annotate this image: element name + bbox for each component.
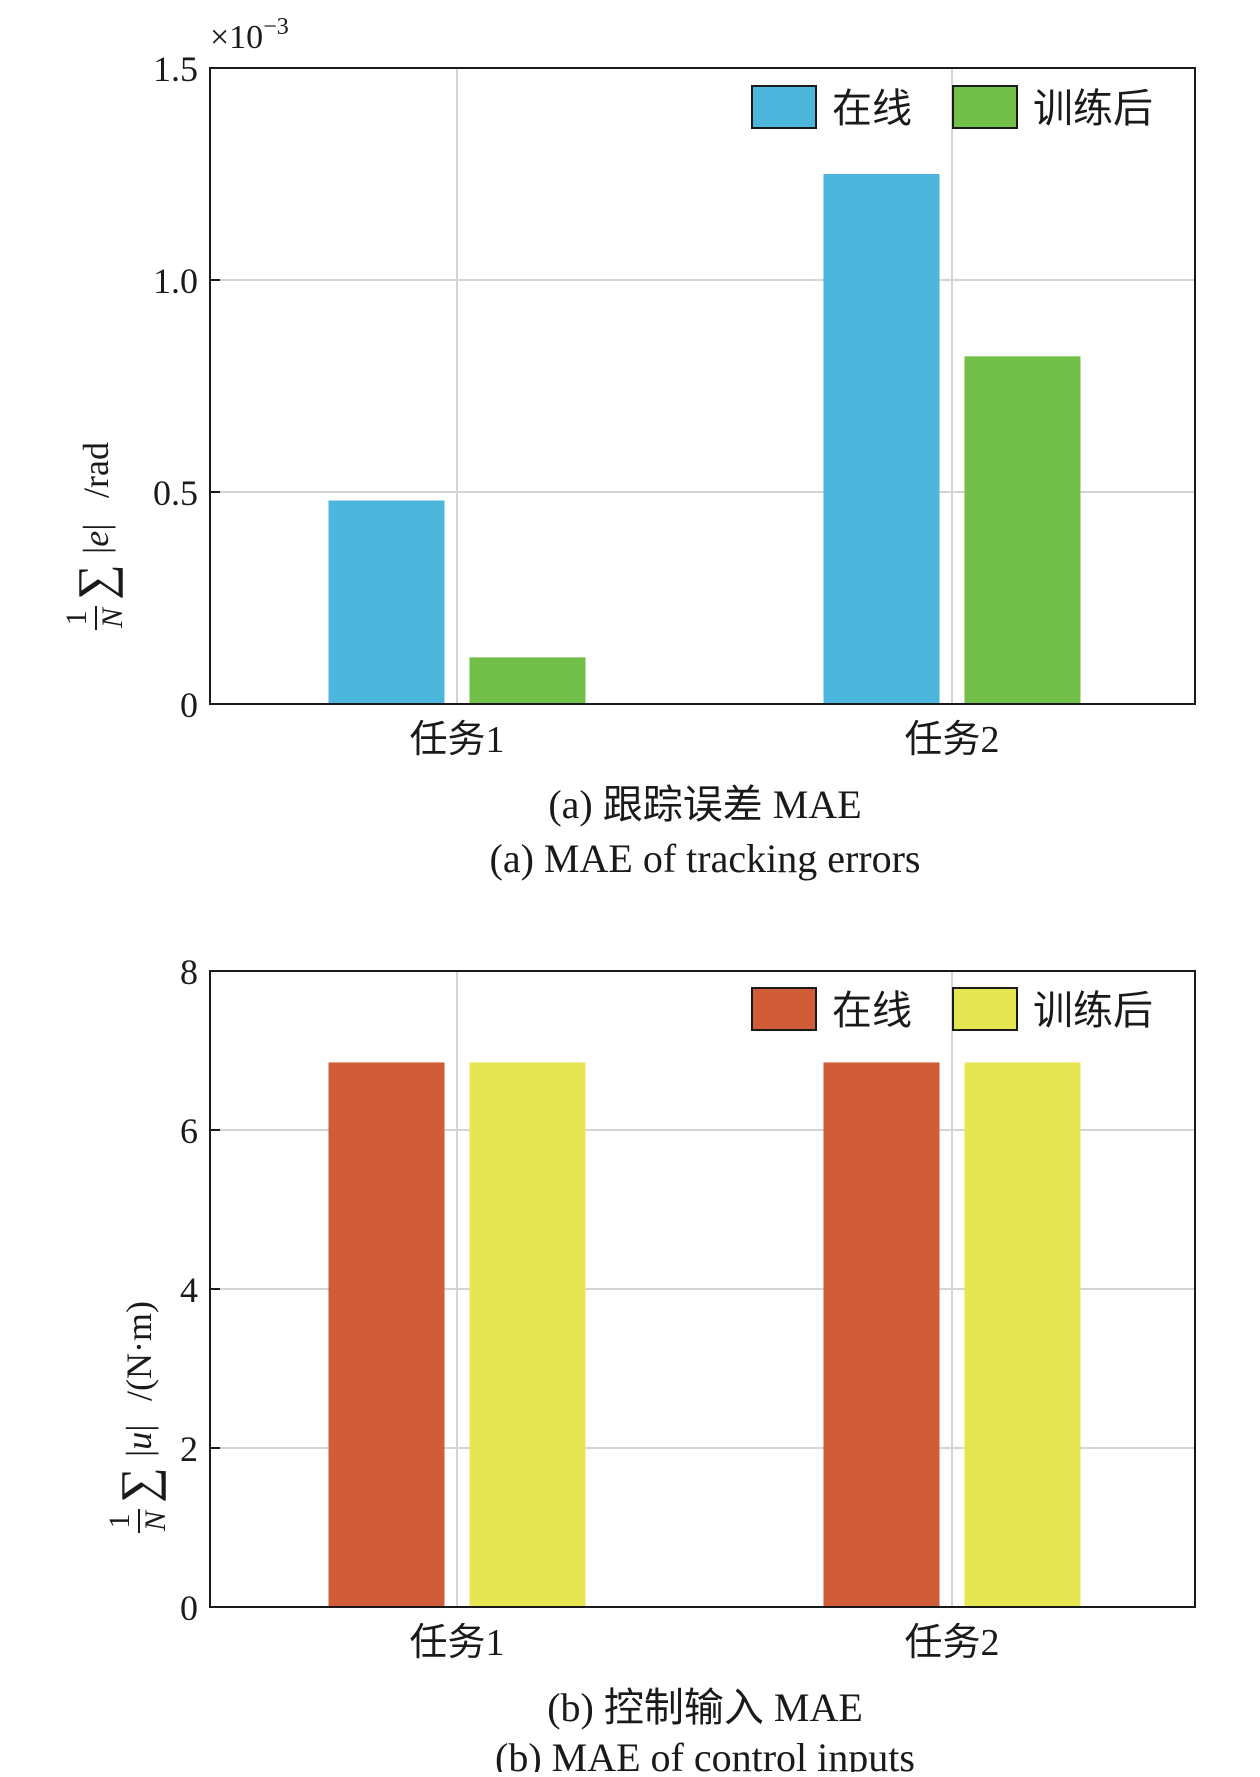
ylabel-unit: /rad	[76, 442, 116, 498]
bar	[964, 356, 1081, 704]
y-tick-labels: 0 2 4 6 8	[180, 952, 220, 1628]
y-tick-label: 6	[180, 1111, 198, 1151]
legend-label-trained: 训练后	[1033, 988, 1153, 1033]
caption-en: (a) MAE of tracking errors	[490, 836, 921, 881]
bar	[823, 174, 940, 704]
ylabel-frac-num: 1	[60, 611, 93, 626]
caption-en: (b) MAE of control inputs	[495, 1735, 915, 1772]
legend-swatch-online	[751, 987, 817, 1031]
bar	[328, 1062, 445, 1607]
legend-swatch-trained	[952, 987, 1018, 1031]
bar	[964, 1062, 1081, 1607]
y-tick-label: 0	[180, 685, 198, 725]
y-tick-label: 0	[180, 1588, 198, 1628]
x-category-label: 任务1	[409, 1622, 504, 1664]
legend-swatch-trained	[952, 85, 1018, 129]
y-tick-label: 1.5	[153, 49, 198, 89]
y-tick-labels: 0 0.5 1.0 1.5	[153, 49, 220, 725]
caption-cn: (a) 跟踪误差 MAE	[548, 782, 861, 827]
caption-cn: (b) 控制输入 MAE	[547, 1685, 863, 1730]
y-axis-label: 1 N ∑ |e| /rad	[60, 442, 129, 630]
y-axis-label: 1 N ∑ |u| /(N·m)	[103, 1301, 172, 1533]
ylabel-frac-den: N	[139, 1509, 172, 1532]
y-tick-label: 2	[180, 1429, 198, 1469]
legend: 在线 训练后	[751, 85, 1153, 131]
bars	[328, 1062, 1081, 1607]
bars	[328, 174, 1081, 704]
x-category-label: 任务2	[904, 719, 999, 761]
ylabel-var: |e|	[76, 524, 116, 554]
x-category-label: 任务2	[904, 1622, 999, 1664]
ylabel-unit: /(N·m)	[119, 1301, 159, 1401]
x-category-label: 任务1	[409, 719, 504, 761]
legend: 在线 训练后	[751, 987, 1153, 1033]
x-category-labels: 任务1 任务2	[409, 1622, 999, 1664]
plot-frame	[209, 67, 1196, 705]
ylabel-sigma: ∑	[110, 1467, 166, 1503]
ylabel-frac-num: 1	[103, 1514, 136, 1529]
bar	[469, 1062, 586, 1607]
ylabel-var: |u|	[119, 1425, 159, 1457]
ylabel-sigma: ∑	[67, 564, 123, 600]
chart-tracking-error-mae: 0 0.5 1.0 1.5 任务1 任务2 ×10−3 1 N ∑ |e| /rad 在…	[60, 14, 1196, 881]
legend-label-trained: 训练后	[1033, 86, 1153, 131]
bar	[823, 1062, 940, 1607]
legend-label-online: 在线	[832, 988, 912, 1033]
legend-label-online: 在线	[832, 86, 912, 131]
y-tick-label: 1.0	[153, 261, 198, 301]
bar	[328, 500, 445, 704]
bar	[469, 657, 586, 704]
y-tick-label: 4	[180, 1270, 198, 1310]
chart-control-input-mae: 0 2 4 6 8 任务1 任务2 1 N ∑ |u| /(N·m) 在线 训练后 (b)…	[103, 952, 1196, 1777]
y-exponent-label: ×10−3	[210, 14, 289, 56]
x-category-labels: 任务1 任务2	[409, 719, 999, 761]
y-tick-label: 0.5	[153, 473, 198, 513]
ylabel-frac-den: N	[96, 606, 129, 629]
legend-swatch-online	[751, 85, 817, 129]
y-tick-label: 8	[180, 952, 198, 992]
